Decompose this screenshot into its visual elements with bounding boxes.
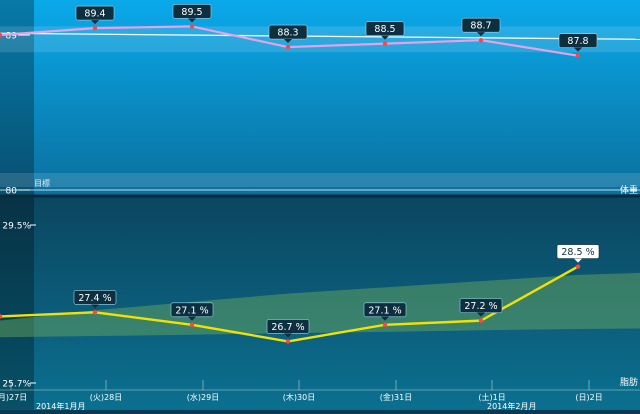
weight-label-pointer [381,35,389,40]
fat-left-strip [0,196,34,410]
weight-label-pointer [574,47,582,52]
fat-label-pointer [188,316,196,321]
weight-trend-line [0,32,640,40]
weight-axis-label: 体重 [620,184,638,196]
x-tick-label: (日)2日 [575,393,602,402]
x-tick-label: (月)27日 [0,393,27,402]
weight-data-label: 88.3 [277,28,298,39]
weight-panel-bg [0,0,640,196]
fat-data-label: 27.1 % [175,305,208,316]
month-label-jan: 2014年1月月 [36,401,85,410]
weight-point [285,44,291,50]
fat-label-pointer [477,312,485,317]
fat-data-label: 27.1 % [368,305,401,316]
weight-point [0,32,3,38]
x-tick-label: (木)30日 [283,392,315,402]
fat-point [575,264,581,269]
weight-label-pointer [284,39,292,44]
month-label-feb: 2014年2月月 [487,401,536,410]
weight-label-pointer [477,32,485,37]
weight-y-tick-label: 80 [6,187,18,197]
weight-point [382,41,388,46]
weight-point [189,24,195,29]
fat-data-label: 27.4 % [78,293,111,304]
fat-label-pointer [381,316,389,321]
fat-point [382,322,388,327]
fat-axis-label: 脂肪 [620,376,638,388]
target-band [0,173,640,187]
weight-y-tick-label: 89 [6,32,18,42]
fat-y-tick-label: 29.5% [2,222,31,232]
fat-point [0,314,3,319]
fat-point [92,310,98,315]
weight-data-label: 87.8 [567,36,588,47]
x-tick-label: (金)31日 [380,392,412,402]
weight-label-pointer [188,18,196,23]
x-tick-label: (水)29日 [187,392,219,402]
weight-label-pointer [91,20,99,25]
weight-data-label: 89.5 [181,7,202,18]
fat-label-pointer [284,333,292,338]
fat-point [285,339,291,344]
weight-data-label: 89.4 [84,9,105,20]
fat-data-label: 26.7 % [271,322,304,333]
weight-range-band [0,26,640,53]
target-label: 目標 [34,178,50,188]
fat-data-label: 28.5 % [561,247,594,258]
fat-point [478,318,484,323]
x-tick-label: (土)1日 [478,392,505,402]
fat-chart: 29.5% 25.7% 脂肪 27.4 % 27.1 % 26.7 % 27.1 % 27.2… [0,222,640,411]
weight-point [478,37,484,43]
weight-data-label: 88.5 [374,24,395,35]
fat-data-label: 27.2 % [464,301,497,312]
x-tick-label: (火)28日 [90,393,122,402]
weight-data-label: 88.7 [470,21,491,32]
fat-y-tick-label: 25.7% [2,380,31,390]
weight-point [92,25,98,31]
fat-label-pointer [574,258,582,263]
fat-point [189,322,195,327]
fat-label-pointer [91,304,99,309]
weight-label-box [461,17,501,33]
weight-point [575,53,581,58]
